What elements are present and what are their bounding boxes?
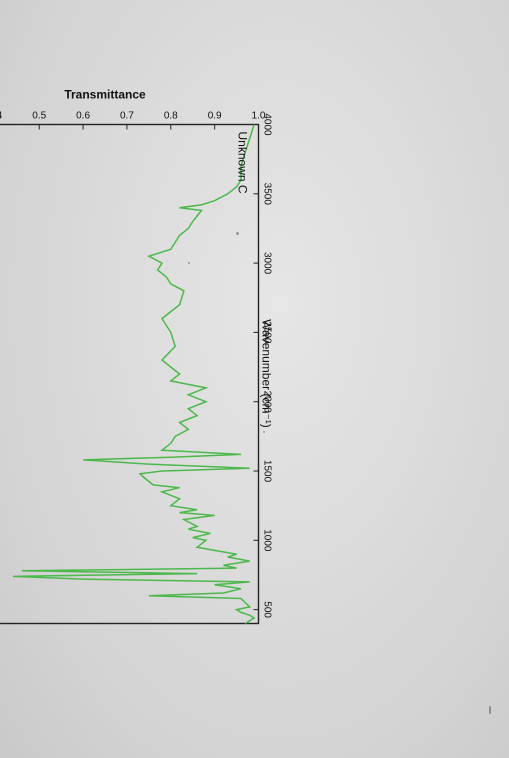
spectrum-line [12,124,256,625]
y-tick-label: 0.7 [120,111,134,122]
y-axis-label: Transmittance [64,88,146,102]
y-axis: 0.30.40.50.60.70.80.91.0 [0,111,266,130]
unknown-c-annotation: Unknown C [236,132,250,194]
x-axis-label: Wavenumber (cm⁻¹) [260,319,274,428]
x-tick-label: 1500 [262,460,273,483]
dust-speck [236,232,239,235]
dust-speck [263,431,265,433]
x-axis: 4000 3500 3000 2500 2000 1500 1000 500 [253,113,273,618]
x-tick-label: 2500 [262,321,273,344]
y-tick-label: 1.0 [252,111,266,122]
x-tick-label: 3500 [262,183,273,206]
y-tick-label: 0.9 [208,111,222,122]
x-tick-label: 4000 [262,113,273,136]
dust-speck [489,706,491,714]
y-tick-label: 0.6 [76,111,90,122]
y-tick-label: 0.8 [164,111,178,122]
y-tick-label: 0.5 [32,111,46,122]
dust-speck [188,262,190,264]
x-tick-label: 3000 [262,252,273,275]
y-tick-label: 0.4 [0,111,3,122]
x-tick-label: 2000 [262,391,273,414]
x-tick-label: 500 [262,601,273,618]
plot-frame [0,123,260,625]
x-tick-label: 1000 [262,529,273,552]
